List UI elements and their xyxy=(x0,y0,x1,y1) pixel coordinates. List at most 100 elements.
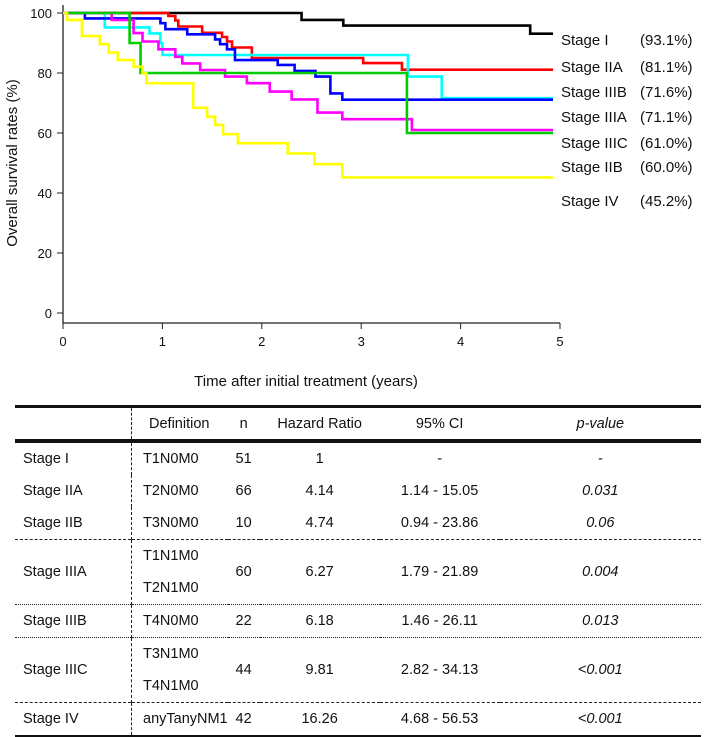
header-p-value: p-value xyxy=(576,415,625,432)
definition-cell: T3N1M0 T4N1M0 xyxy=(130,637,228,703)
survival-curve-stage-i xyxy=(63,11,554,35)
y-tick-label: 60 xyxy=(38,126,52,141)
ci-cell: 0.94 - 23.86 xyxy=(400,515,479,531)
stage-cell: Stage IIIA xyxy=(15,539,132,605)
definition-line: T4N1M0 xyxy=(143,678,199,694)
definition-line: T2N0M0 xyxy=(143,483,199,499)
header-stage xyxy=(15,407,132,442)
legend-percent: (71.6%) xyxy=(640,84,693,101)
p-value-cell: - xyxy=(597,451,603,467)
definition-line: T1N0M0 xyxy=(143,451,199,467)
ci-cell: 1.46 - 26.11 xyxy=(379,604,500,638)
x-tick-label: 0 xyxy=(59,334,66,349)
y-tick-label: 80 xyxy=(38,66,52,81)
table-row: Stage IIIA T1N1M0 T2N1M0 60 6.27 1.79 - 2… xyxy=(15,539,701,605)
definition-line: anyTanyNM1 xyxy=(143,711,228,727)
legend-percent: (60.0%) xyxy=(640,159,693,176)
definition-cell: T3N0M0 xyxy=(130,507,228,540)
legend-percent: (71.1%) xyxy=(640,109,693,126)
legend-percent: (61.0%) xyxy=(640,135,693,152)
hazard-ratio-cell: 9.81 xyxy=(259,637,380,703)
x-tick-label: 3 xyxy=(358,334,365,349)
stage-cell: Stage I xyxy=(23,451,69,467)
definition-cell: T4N0M0 xyxy=(130,604,228,638)
definition-cell: T1N1M0 T2N1M0 xyxy=(130,539,228,605)
survival-curve-stage-iiic xyxy=(63,11,554,132)
n-cell: 44 xyxy=(227,637,260,703)
definition-line: T1N1M0 xyxy=(143,548,199,564)
definition-cell: anyTanyNM1 xyxy=(130,702,228,737)
header-definition: Definition xyxy=(130,406,228,441)
hazard-ratio-cell: 4.14 xyxy=(305,483,334,499)
legend-percent: (93.1%) xyxy=(640,32,693,49)
table-row: Stage I T1N0M0 51 1 - - xyxy=(15,441,701,475)
ci-cell: 1.14 - 15.05 xyxy=(400,483,479,499)
p-value-cell: 0.06 xyxy=(586,515,615,531)
legend-label: Stage IIIA xyxy=(561,109,627,126)
ci-cell: 1.79 - 21.89 xyxy=(379,539,500,605)
p-value-cell: 0.031 xyxy=(582,483,619,499)
stage-cell: Stage IIA xyxy=(23,483,83,499)
table-row: Stage IIB T3N0M0 10 4.74 0.94 - 23.86 0.… xyxy=(15,507,701,540)
stage-cell: Stage IV xyxy=(15,702,132,737)
table-row: Stage IIIB T4N0M0 22 6.18 1.46 - 26.11 0… xyxy=(15,604,701,638)
x-tick-label: 1 xyxy=(159,334,166,349)
n-cell: 60 xyxy=(227,539,260,605)
stage-cell: Stage IIIB xyxy=(15,604,132,638)
definition-cell: T2N0M0 xyxy=(130,475,228,507)
definition-line: T2N1M0 xyxy=(143,580,199,596)
n-cell: 66 xyxy=(235,483,252,499)
definition-line: T4N0M0 xyxy=(143,613,199,629)
x-tick-label: 4 xyxy=(457,334,464,349)
stage-cell: Stage IIIC xyxy=(15,637,132,703)
hazard-ratio-cell: 6.27 xyxy=(259,539,380,605)
ci-cell: 2.82 - 34.13 xyxy=(379,637,500,703)
x-tick-label: 5 xyxy=(556,334,563,349)
legend-percent: (45.2%) xyxy=(640,193,693,210)
legend-label: Stage IIIC xyxy=(561,135,628,152)
hazard-ratio-cell: 16.26 xyxy=(259,702,380,737)
ci-cell: - xyxy=(437,451,443,467)
y-tick-label: 100 xyxy=(30,6,52,21)
legend-label: Stage IIIB xyxy=(561,84,627,101)
hazard-ratio-cell: 1 xyxy=(315,451,324,467)
legend-label: Stage I xyxy=(561,32,609,49)
y-axis-title: Overall survival rates (%) xyxy=(4,79,21,247)
definition-line: T3N0M0 xyxy=(143,515,199,531)
legend-label: Stage IIB xyxy=(561,159,623,176)
table-row: Stage IIIC T3N1M0 T4N1M0 44 9.81 2.82 - 3… xyxy=(15,637,701,703)
header-ci: 95% CI xyxy=(415,415,464,432)
legend-label: Stage IV xyxy=(561,193,619,210)
header-hazard-ratio: Hazard Ratio xyxy=(277,415,362,432)
y-tick-label: 20 xyxy=(38,246,52,261)
ci-cell: 4.68 - 56.53 xyxy=(379,702,500,737)
stage-cell: Stage IIB xyxy=(23,515,83,531)
y-tick-label: 0 xyxy=(45,306,52,321)
x-tick-label: 2 xyxy=(258,334,265,349)
p-value-cell: <0.001 xyxy=(499,702,701,737)
survival-chart: 0 20 40 60 80 100 0 1 2 3 4 5 Stage I (93.1%) Stage I… xyxy=(4,5,693,390)
definition-line: T3N1M0 xyxy=(143,646,199,662)
p-value-cell: <0.001 xyxy=(499,637,701,703)
n-cell: 10 xyxy=(235,515,252,531)
n-cell: 42 xyxy=(227,702,260,737)
survival-curve-stage-iib xyxy=(63,11,554,135)
definition-cell: T1N0M0 xyxy=(130,441,228,475)
survival-curve-stage-iia xyxy=(63,11,554,71)
n-cell: 22 xyxy=(227,604,260,638)
hazard-ratio-cell: 4.74 xyxy=(305,515,334,531)
p-value-cell: 0.004 xyxy=(499,539,701,605)
y-tick-label: 40 xyxy=(38,186,52,201)
table-row: Stage IV anyTanyNM1 42 16.26 4.68 - 56.5… xyxy=(15,702,701,737)
survival-curve-stage-iiib xyxy=(63,11,554,100)
legend-label: Stage IIA xyxy=(561,59,623,76)
table-row: Stage IIA T2N0M0 66 4.14 1.14 - 15.05 0.… xyxy=(15,475,701,507)
hazard-ratio-table: Definition n Hazard Ratio 95% CI p-value… xyxy=(15,405,701,737)
x-axis-title: Time after initial treatment (years) xyxy=(194,373,418,390)
hazard-ratio-cell: 6.18 xyxy=(259,604,380,638)
header-n: n xyxy=(239,415,248,432)
legend-percent: (81.1%) xyxy=(640,59,693,76)
survival-curve-stage-iiia xyxy=(63,11,554,101)
n-cell: 51 xyxy=(235,451,252,467)
